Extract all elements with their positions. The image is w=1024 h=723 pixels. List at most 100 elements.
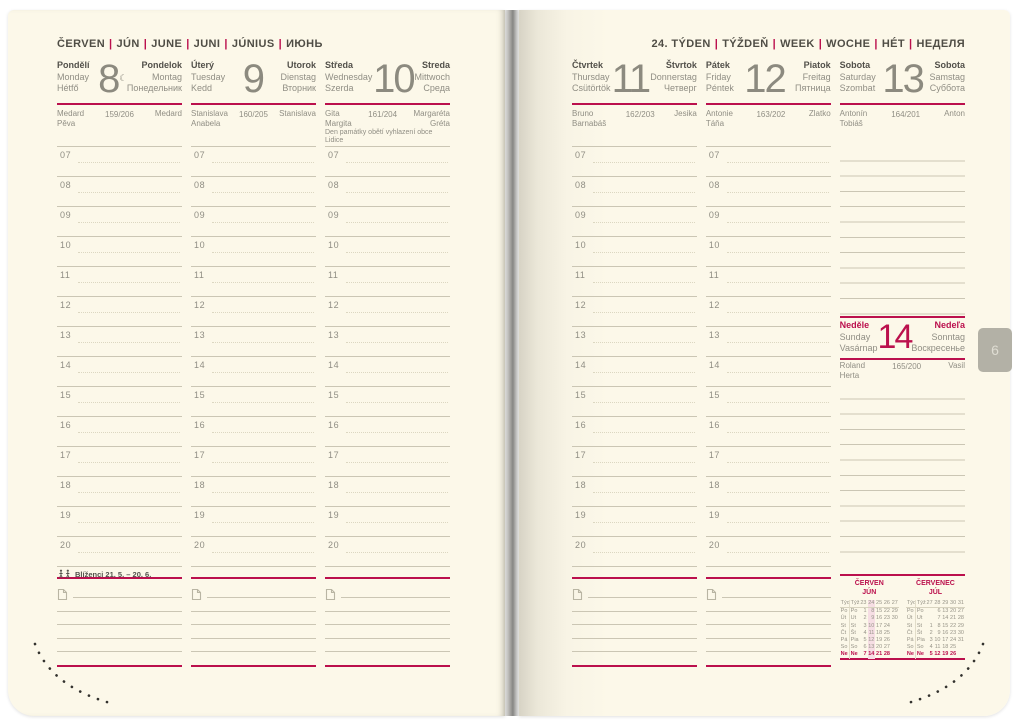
hour-slot-20: 20	[325, 536, 450, 566]
mini-cal-cell: Po	[906, 608, 914, 615]
hour-label: 16	[708, 420, 721, 430]
day-names-left: Pátek Friday Péntek	[705, 60, 734, 93]
half-hour-line	[593, 222, 695, 223]
hour-label: 11	[708, 270, 720, 280]
mini-cal-cell: So	[906, 644, 914, 651]
separator: |	[772, 38, 777, 50]
divider	[839, 358, 965, 360]
mini-cal-cell: Po	[848, 608, 860, 616]
half-hour-line	[593, 552, 695, 553]
half-hour-line	[726, 342, 829, 343]
half-hour-line	[78, 492, 180, 493]
hour-label: 19	[60, 510, 72, 520]
note-line	[705, 651, 831, 652]
mini-cal-cell: Ut	[848, 615, 860, 623]
half-hour-line	[593, 372, 695, 373]
hour-label: 17	[708, 450, 721, 460]
half-hour-line	[212, 462, 314, 463]
half-hour-line	[726, 192, 829, 193]
header-word: JUNI	[193, 38, 221, 50]
month-header: ČERVEN | JÚN | JUNE | JUNI | JÚNIUS | ИЮНЬ	[57, 38, 323, 50]
mini-cal-cell	[891, 651, 899, 658]
hour-label: 07	[60, 150, 72, 160]
note-line	[705, 624, 831, 625]
hour-slot-09: 09	[57, 206, 182, 236]
hour-slot-13: 13	[705, 326, 831, 356]
half-hour-line	[212, 162, 314, 163]
half-hour-line	[346, 342, 448, 343]
mini-cal-cell: 28	[883, 651, 890, 658]
mini-cal-cell: 31	[957, 600, 965, 609]
nameday-left: Antonie Táňa	[705, 109, 733, 128]
day-divider	[839, 103, 965, 105]
hour-label: 12	[708, 300, 721, 310]
hour-slot-15: 15	[191, 386, 316, 416]
mini-cal-cell: 27	[891, 600, 899, 609]
hour-slot-10: 10	[705, 236, 831, 266]
hour-slot-13: 13	[191, 326, 316, 356]
mini-cal-cell: 27	[925, 600, 934, 609]
hour-slot-12: 12	[572, 296, 697, 326]
mini-cal-cell: Št	[848, 629, 860, 638]
hour-label: 14	[60, 360, 72, 370]
divider	[572, 665, 697, 667]
hour-slot-11: 11	[705, 266, 831, 296]
nameday-left: Gita Margita	[325, 109, 352, 128]
hour-slot-19: 19	[325, 506, 450, 536]
half-hour-line	[726, 462, 829, 463]
mini-cal-cell: 20	[876, 644, 883, 651]
day-of-year: 159/206	[105, 110, 134, 119]
writing-lines	[839, 384, 965, 562]
hour-slot-18: 18	[191, 476, 316, 506]
hour-label: 09	[708, 210, 721, 220]
right-page: 24. TÝDEN | TÝŽDEŇ | WEEK | WOCHE | HÉT | НЕДЕЛЯ Č…	[519, 10, 1012, 716]
hour-slot-10: 10	[325, 236, 450, 266]
mini-cal-cell	[891, 630, 899, 637]
day-names-right: Sobota Samstag Суббота	[929, 60, 965, 93]
half-hour-line	[593, 492, 695, 493]
hour-label: 08	[328, 180, 340, 190]
hour-slot-07: 07	[57, 146, 182, 176]
mini-cal-cell: Týž	[848, 600, 860, 609]
day-header: Čtvrtek Thursday Csütörtök 11 Štvrtok Do…	[572, 59, 697, 103]
hour-slot-10: 10	[57, 236, 182, 266]
half-hour-line	[593, 192, 695, 193]
separator: |	[909, 38, 913, 50]
mini-cal-cell: 13	[867, 644, 876, 652]
hour-label: 10	[194, 240, 206, 250]
mini-cal-cell: Ne	[906, 651, 914, 658]
hour-slot-14: 14	[705, 356, 831, 386]
half-hour-line	[212, 492, 314, 493]
hour-slot-18: 18	[572, 476, 697, 506]
hour-label: 20	[194, 540, 206, 550]
hour-slot-09: 09	[705, 206, 831, 236]
note-line	[572, 611, 697, 612]
hour-slot-08: 08	[191, 176, 316, 206]
hour-slot-14: 14	[572, 356, 697, 386]
day-column-friday: Pátek Friday Péntek 12 Piatok Freitag Пя…	[705, 59, 831, 667]
note-line	[325, 611, 450, 612]
hour-label: 13	[575, 330, 587, 340]
notes-area	[705, 579, 831, 667]
half-hour-line	[346, 522, 448, 523]
half-hour-line	[78, 282, 180, 283]
hour-slot-19: 19	[572, 506, 697, 536]
half-hour-line	[212, 402, 314, 403]
mini-cal-cell: 30	[957, 629, 964, 636]
divider	[572, 577, 697, 579]
mini-cal-cell: 18	[942, 644, 949, 651]
hour-label: 14	[194, 360, 206, 370]
hour-slot-14: 14	[325, 356, 450, 386]
nameday-left: Medard Pěva	[57, 109, 85, 128]
day-column-monday: Pondělí Monday Hétfő 8 ☾ Pondelok Montag …	[57, 59, 182, 667]
nameday-left: Stanislava Anabela	[191, 109, 228, 128]
mini-cal-cell: 1	[863, 608, 867, 615]
mini-cal-cell: St	[914, 622, 926, 630]
hour-label: 20	[328, 540, 340, 550]
nameday-right: Zlatko	[808, 109, 831, 118]
note-line	[325, 651, 450, 652]
day-names-left: Čtvrtek Thursday Csütörtök	[572, 60, 611, 93]
mini-cal-cell: 24	[883, 622, 890, 629]
mini-cal-cell: 15	[876, 608, 883, 615]
hour-label: 18	[575, 480, 587, 490]
